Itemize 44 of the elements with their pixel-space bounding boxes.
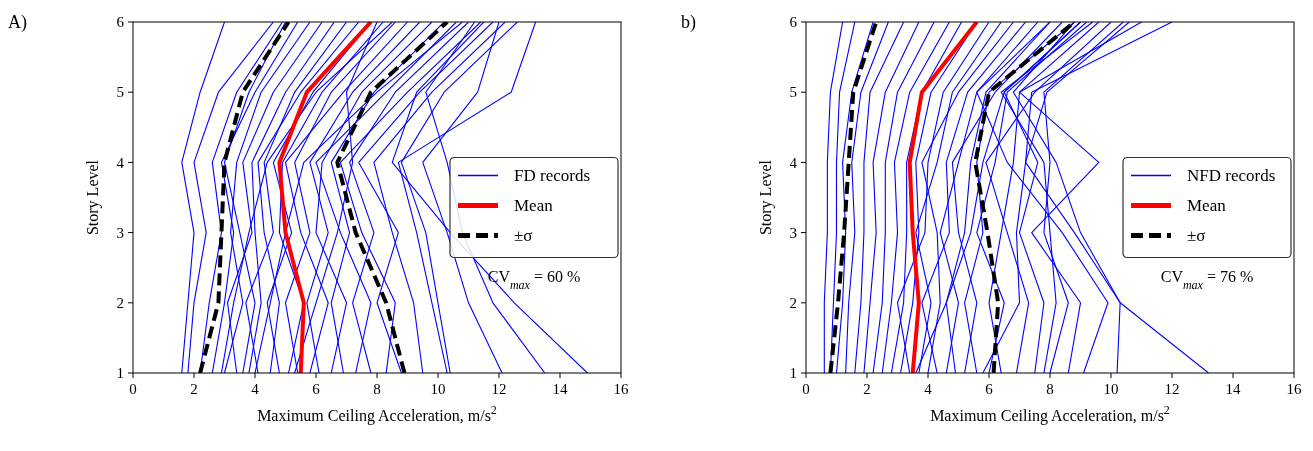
x-tick-label: 14 [1225,381,1241,397]
chart-title: A) [8,12,27,33]
y-tick-label: 5 [116,84,124,101]
x-tick-label: 6 [985,381,994,397]
x-tick-label: 16 [1286,381,1302,397]
y-axis-title: Story Level [84,159,102,236]
legend-label: ±σ [1187,226,1206,246]
legend-label: FD records [514,166,591,186]
y-tick-label: 3 [789,224,797,241]
y-tick-label: 3 [116,224,124,241]
x-tick-label: 16 [613,381,629,397]
x-tick-label: 2 [863,381,871,397]
x-tick-label: 4 [251,381,260,397]
x-tick-label: 12 [491,381,507,397]
x-tick-label: 10 [1103,381,1119,397]
x-axis-title: Maximum Ceiling Acceleration, m/s$^{2}$ [257,403,497,425]
y-tick-label: 6 [789,14,798,31]
y-axis-title: Story Level [757,159,775,236]
legend-label: NFD records [1187,166,1276,186]
annotation: CV$_{max}$ = 76 % [1160,267,1254,292]
legend-label: Mean [1187,196,1227,216]
x-tick-label: 8 [1046,381,1054,397]
x-tick-label: 14 [552,381,568,397]
x-axis-title: Maximum Ceiling Acceleration, m/s$^{2}$ [930,403,1170,425]
x-tick-label: 10 [430,381,446,397]
x-tick-label: 2 [190,381,198,397]
y-tick-label: 1 [789,365,797,382]
y-tick-label: 1 [116,365,124,382]
chart-title: b) [681,12,696,33]
x-tick-label: 12 [1164,381,1180,397]
y-tick-label: 2 [789,295,797,312]
y-tick-label: 4 [789,154,798,171]
y-tick-label: 6 [116,14,125,31]
x-tick-label: 0 [802,381,810,397]
x-tick-label: 0 [129,381,137,397]
y-tick-label: 4 [116,154,125,171]
y-tick-label: 5 [789,84,797,101]
legend-label: ±σ [514,226,533,246]
x-tick-label: 8 [373,381,381,397]
y-tick-label: 2 [116,295,124,312]
annotation: CV$_{max}$ = 60 % [487,267,581,292]
x-tick-label: 6 [312,381,321,397]
x-tick-label: 4 [924,381,933,397]
legend-label: Mean [514,196,554,216]
